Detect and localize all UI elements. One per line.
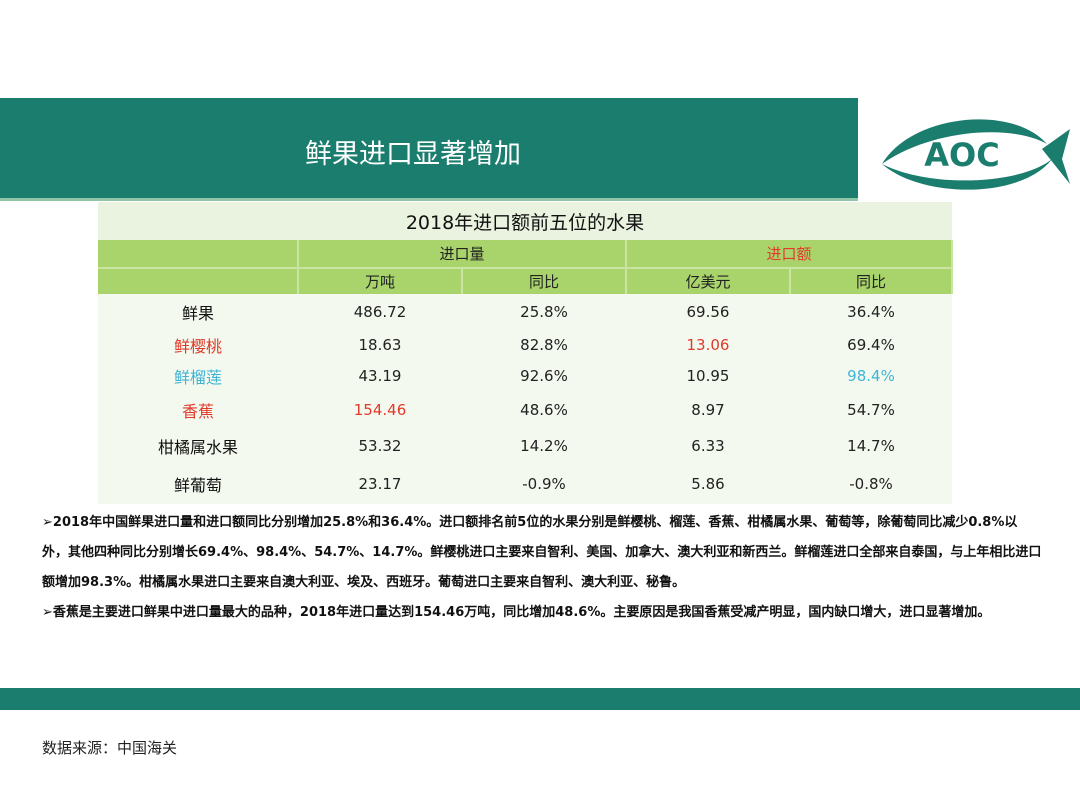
cell: 53.32: [298, 428, 462, 464]
cell: 13.06: [626, 330, 790, 360]
table-title: 2018年进口额前五位的水果: [98, 202, 952, 240]
group-header-value: 进口额: [626, 240, 953, 268]
table-row: 鲜樱桃 18.63 82.8% 13.06 69.4%: [98, 330, 952, 360]
cell: 36.4%: [790, 294, 952, 330]
cell: 69.4%: [790, 330, 952, 360]
row-label: 鲜葡萄: [98, 464, 298, 504]
cell: 25.8%: [462, 294, 626, 330]
cell: 5.86: [626, 464, 790, 504]
row-label: 鲜果: [98, 294, 298, 330]
notes: ➢2018年中国鲜果进口量和进口额同比分别增加25.8%和36.4%。进口额排名…: [42, 508, 1042, 628]
page-title: 鲜果进口显著增加: [305, 139, 521, 170]
footer-bar: [0, 688, 1080, 710]
cell: 8.97: [626, 392, 790, 428]
fruit-import-table: 2018年进口额前五位的水果 进口量 进口额 万吨 同比 亿美元 同比 鲜果 4…: [98, 202, 953, 504]
cell: 23.17: [298, 464, 462, 504]
cell: 69.56: [626, 294, 790, 330]
cell: 154.46: [298, 392, 462, 428]
row-label: 香蕉: [98, 392, 298, 428]
table-row: 鲜果 486.72 25.8% 69.56 36.4%: [98, 294, 952, 330]
sub-header: 万吨: [298, 267, 463, 294]
note-paragraph: ➢香蕉是主要进口鲜果中进口量最大的品种，2018年进口量达到154.46万吨，同…: [42, 605, 991, 620]
cell: -0.8%: [790, 464, 952, 504]
cell: 14.2%: [462, 428, 626, 464]
cell: 48.6%: [462, 392, 626, 428]
note-paragraph: ➢2018年中国鲜果进口量和进口额同比分别增加25.8%和36.4%。进口额排名…: [42, 515, 1042, 590]
cell: 54.7%: [790, 392, 952, 428]
sub-header: 同比: [462, 267, 627, 294]
cell: 82.8%: [462, 330, 626, 360]
table-row: 鲜榴莲 43.19 92.6% 10.95 98.4%: [98, 360, 952, 392]
cell: 18.63: [298, 330, 462, 360]
cell: 43.19: [298, 360, 462, 392]
sub-header: 同比: [790, 267, 953, 294]
cell: 98.4%: [790, 360, 952, 392]
header-bar: 鲜果进口显著增加: [0, 98, 858, 201]
row-label: 鲜榴莲: [98, 360, 298, 392]
cell: -0.9%: [462, 464, 626, 504]
cell: 6.33: [626, 428, 790, 464]
cell: 10.95: [626, 360, 790, 392]
table-row: 柑橘属水果 53.32 14.2% 6.33 14.7%: [98, 428, 952, 464]
group-header-volume: 进口量: [298, 240, 627, 268]
aoc-logo: AOC: [872, 104, 1072, 200]
cell: 92.6%: [462, 360, 626, 392]
data-source: 数据来源：中国海关: [42, 739, 178, 757]
row-label: 柑橘属水果: [98, 428, 298, 464]
empty-header: [98, 267, 299, 294]
svg-text:AOC: AOC: [924, 136, 999, 174]
cell: 486.72: [298, 294, 462, 330]
table-row: 香蕉 154.46 48.6% 8.97 54.7%: [98, 392, 952, 428]
sub-header: 亿美元: [626, 267, 791, 294]
row-label: 鲜樱桃: [98, 330, 298, 360]
cell: 14.7%: [790, 428, 952, 464]
empty-header: [98, 240, 299, 268]
table-row: 鲜葡萄 23.17 -0.9% 5.86 -0.8%: [98, 464, 952, 504]
